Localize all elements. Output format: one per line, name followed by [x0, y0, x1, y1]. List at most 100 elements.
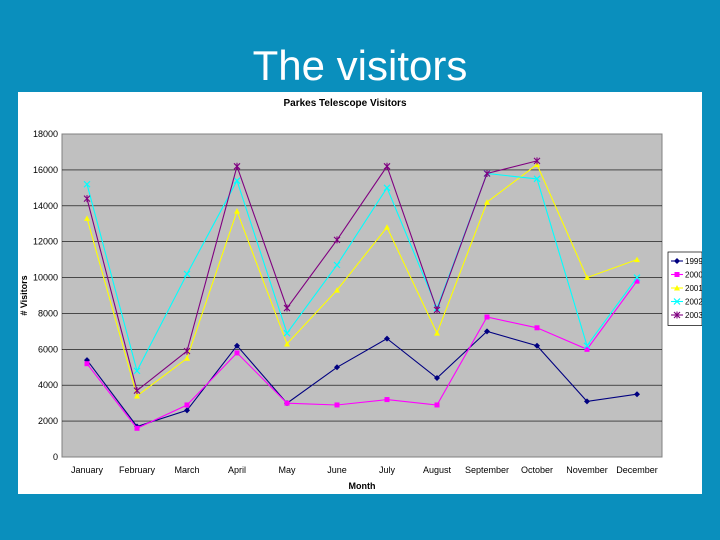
data-point: [384, 397, 390, 403]
data-point: [134, 425, 140, 431]
x-tick-label: February: [119, 465, 156, 475]
data-point: [483, 169, 491, 177]
chart-panel: Parkes Telescope Visitors 0 2000 4000 6000 8…: [18, 92, 702, 494]
data-point: [534, 342, 540, 349]
legend-marker: [674, 285, 680, 291]
legend-item: 2001: [671, 284, 702, 293]
x-tick-label: July: [379, 465, 396, 475]
data-point: [234, 350, 240, 356]
y-tick-label: 6000: [38, 344, 58, 354]
data-point: [633, 274, 641, 281]
series-2000: [84, 278, 640, 431]
y-tick-label: 16000: [33, 165, 58, 175]
legend-marker: [674, 258, 680, 264]
data-point: [184, 407, 190, 414]
data-point: [383, 162, 391, 170]
legend-label: 2000: [685, 271, 702, 280]
data-point: [134, 392, 140, 399]
data-point: [84, 361, 90, 367]
data-point: [133, 387, 141, 395]
data-point: [83, 195, 91, 203]
data-point: [384, 224, 390, 230]
data-point: [533, 157, 541, 165]
data-point: [584, 398, 590, 405]
data-point: [233, 177, 241, 185]
data-point: [434, 402, 440, 408]
data-point: [84, 215, 90, 221]
data-point: [284, 340, 290, 347]
series-2003: [83, 157, 541, 395]
x-tick-label: June: [327, 465, 347, 475]
data-point: [533, 175, 541, 183]
data-point: [333, 261, 341, 269]
y-tick-label: 14000: [33, 201, 58, 211]
data-point: [484, 328, 490, 335]
data-point: [384, 335, 390, 342]
data-point: [234, 342, 240, 349]
chart-title: Parkes Telescope Visitors: [283, 98, 406, 109]
legend-item: 1999: [671, 257, 702, 266]
series-1999: [84, 328, 640, 430]
data-point: [184, 402, 190, 408]
legend-marker: [673, 311, 681, 319]
visitors-line-chart: Parkes Telescope Visitors 0 2000 4000 6000 8…: [19, 98, 702, 491]
data-point: [634, 278, 640, 284]
y-tick-label: 18000: [33, 129, 58, 139]
series-line: [86, 163, 638, 397]
legend: 1999 2000 2001 2002 2003: [667, 251, 702, 326]
x-tick-label: January: [71, 465, 104, 475]
data-point: [584, 346, 590, 352]
x-tick-label: May: [278, 465, 296, 475]
y-tick-label: 12000: [33, 237, 58, 247]
y-axis-title: # Visitors: [19, 275, 29, 315]
legend-label: 2003: [685, 311, 702, 320]
data-point: [334, 402, 340, 408]
y-tick-label: 0: [53, 452, 58, 462]
data-point: [634, 256, 640, 263]
data-point: [283, 329, 291, 337]
series-line: [86, 172, 638, 373]
x-axis-ticks: January February March April May June July Augu…: [71, 465, 658, 475]
data-point: [534, 325, 540, 331]
data-point: [233, 162, 241, 170]
data-point: [434, 330, 440, 336]
x-tick-label: April: [228, 465, 246, 475]
legend-item: 2002: [671, 298, 702, 307]
data-point: [383, 184, 391, 192]
data-point: [333, 236, 341, 244]
series-layer: [83, 157, 641, 431]
data-point: [133, 367, 141, 375]
legend-marker: [673, 298, 681, 305]
data-point: [284, 400, 290, 406]
x-tick-label: October: [521, 465, 553, 475]
slide-title: The visitors: [252, 42, 468, 89]
legend-label: 1999: [685, 257, 702, 266]
data-point: [583, 342, 591, 350]
x-tick-label: September: [465, 465, 509, 475]
legend-item: 2003: [671, 311, 702, 320]
data-point: [183, 347, 191, 355]
x-tick-label: March: [174, 465, 199, 475]
y-tick-label: 4000: [38, 380, 58, 390]
data-point: [634, 391, 640, 398]
y-tick-label: 10000: [33, 273, 58, 283]
x-axis-title: Month: [349, 481, 376, 491]
data-point: [484, 314, 490, 320]
legend-label: 2002: [685, 298, 702, 307]
legend-label: 2001: [685, 284, 702, 293]
data-point: [283, 304, 291, 312]
gridlines: [62, 169, 662, 422]
data-point: [584, 274, 590, 281]
series-line: [86, 330, 638, 428]
data-point: [234, 208, 240, 214]
legend-marker: [674, 272, 680, 277]
data-point: [433, 306, 441, 314]
y-tick-label: 8000: [38, 308, 58, 318]
legend-box: [667, 251, 702, 326]
data-point: [183, 270, 191, 278]
data-point: [184, 355, 190, 361]
plot-area: [61, 133, 663, 458]
data-point: [434, 375, 440, 382]
data-point: [83, 180, 91, 188]
data-point: [334, 287, 340, 293]
